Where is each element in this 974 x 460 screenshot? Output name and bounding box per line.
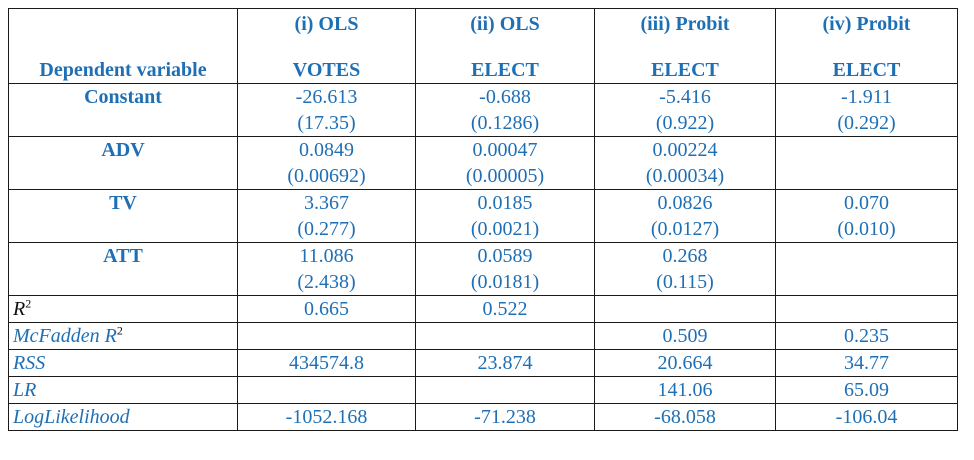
row-label: ATT [8,242,238,296]
table-cell: 0.0589 (0.0181) [415,242,595,296]
table-header-row: Dependent variable (i) OLS VOTES (ii) OLS… [8,8,958,84]
table-cell [415,322,595,350]
table-cell: 0.0826 (0.0127) [594,189,776,243]
table-cell: 0.235 [775,322,958,350]
table-cell: -26.613 (17.35) [237,83,416,137]
table-cell: 11.086 (2.438) [237,242,416,296]
table-cell: 65.09 [775,376,958,404]
table-cell: -5.416 (0.922) [594,83,776,137]
dependent-variable-label: Dependent variable [8,8,238,84]
table-row-att: ATT 11.086 (2.438) 0.0589 (0.0181) 0.268 (0… [8,242,958,296]
table-cell: 0.0849 (0.00692) [237,136,416,190]
table-row-tv: TV 3.367 (0.277) 0.0185 (0.0021) 0.0826 (0.… [8,189,958,243]
row-label: LR [8,376,238,404]
table-cell [415,376,595,404]
column-header-3: (iii) Probit ELECT [594,8,776,84]
table-cell: 20.664 [594,349,776,377]
table-cell [594,295,776,323]
regression-table-container: Dependent variable (i) OLS VOTES (ii) OLS… [8,8,958,431]
table-cell: 0.0185 (0.0021) [415,189,595,243]
row-label: TV [8,189,238,243]
row-label: McFadden R2 [8,322,238,350]
table-cell: 0.509 [594,322,776,350]
table-row-adv: ADV 0.0849 (0.00692) 0.00047 (0.00005) 0.0… [8,136,958,190]
table-cell [237,322,416,350]
row-label: LogLikelihood [8,403,238,431]
table-row-r2: R2 0.665 0.522 [8,295,958,323]
table-cell: 0.070 (0.010) [775,189,958,243]
row-label: ADV [8,136,238,190]
table-cell: 0.522 [415,295,595,323]
table-cell [775,295,958,323]
row-label: RSS [8,349,238,377]
row-label: Constant [8,83,238,137]
table-cell: 434574.8 [237,349,416,377]
table-cell: -71.238 [415,403,595,431]
table-cell: 0.268 (0.115) [594,242,776,296]
table-cell: 0.00224 (0.00034) [594,136,776,190]
table-cell: -106.04 [775,403,958,431]
table-row-rss: RSS 434574.8 23.874 20.664 34.77 [8,349,958,377]
table-cell: 23.874 [415,349,595,377]
table-row-loglikelihood: LogLikelihood -1052.168 -71.238 -68.058 … [8,403,958,431]
table-cell [237,376,416,404]
table-cell [775,242,958,296]
column-header-4: (iv) Probit ELECT [775,8,958,84]
table-cell: 3.367 (0.277) [237,189,416,243]
table-row-lr: LR 141.06 65.09 [8,376,958,404]
table-cell: -1.911 (0.292) [775,83,958,137]
table-cell [775,136,958,190]
table-cell: 141.06 [594,376,776,404]
regression-results-table: Dependent variable (i) OLS VOTES (ii) OLS… [8,8,958,431]
table-cell: 0.00047 (0.00005) [415,136,595,190]
column-header-1: (i) OLS VOTES [237,8,416,84]
table-cell: 0.665 [237,295,416,323]
table-cell: -68.058 [594,403,776,431]
table-cell: -1052.168 [237,403,416,431]
row-label: R2 [8,295,238,323]
table-row-constant: Constant -26.613 (17.35) -0.688 (0.1286) -… [8,83,958,137]
table-cell: -0.688 (0.1286) [415,83,595,137]
column-header-2: (ii) OLS ELECT [415,8,595,84]
table-cell: 34.77 [775,349,958,377]
table-row-mcfadden-r2: McFadden R2 0.509 0.235 [8,322,958,350]
